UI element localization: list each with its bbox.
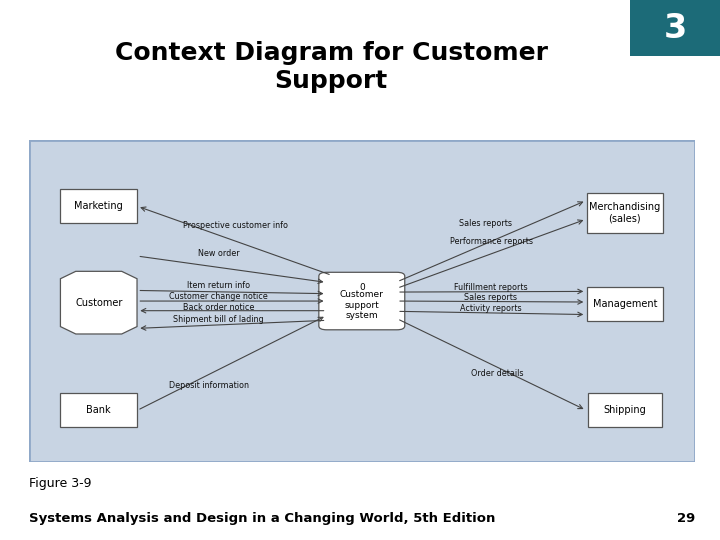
FancyBboxPatch shape xyxy=(630,0,720,56)
Text: Management: Management xyxy=(593,299,657,309)
Text: New order: New order xyxy=(198,249,240,258)
Text: Figure 3-9: Figure 3-9 xyxy=(29,477,91,490)
Text: 29: 29 xyxy=(677,511,695,524)
Polygon shape xyxy=(60,271,137,334)
Text: Context Diagram for Customer
Support: Context Diagram for Customer Support xyxy=(114,42,548,93)
Text: Performance reports: Performance reports xyxy=(450,237,534,246)
FancyBboxPatch shape xyxy=(319,272,405,330)
Text: Shipping: Shipping xyxy=(603,406,647,415)
Text: Deposit information: Deposit information xyxy=(168,381,248,390)
Bar xyxy=(587,287,663,321)
Bar xyxy=(587,193,663,233)
Text: Shipment bill of lading: Shipment bill of lading xyxy=(174,315,264,324)
Text: Fulfillment reports: Fulfillment reports xyxy=(454,283,527,292)
Text: Sales reports: Sales reports xyxy=(464,293,517,302)
Bar xyxy=(588,394,662,427)
Text: Back order notice: Back order notice xyxy=(183,303,254,312)
Text: Merchandising
(sales): Merchandising (sales) xyxy=(589,202,660,224)
Text: Prospective customer info: Prospective customer info xyxy=(183,221,288,230)
Text: Order details: Order details xyxy=(471,369,523,378)
Text: Item return info: Item return info xyxy=(187,281,250,291)
Text: Sales reports: Sales reports xyxy=(459,219,511,228)
Text: Activity reports: Activity reports xyxy=(459,303,521,313)
Text: 3: 3 xyxy=(663,11,687,45)
Text: Bank: Bank xyxy=(86,406,111,415)
Text: Customer change notice: Customer change notice xyxy=(169,292,268,301)
Bar xyxy=(60,394,137,427)
Bar xyxy=(60,190,137,223)
Text: Customer: Customer xyxy=(75,298,122,308)
Text: Customer
support
system: Customer support system xyxy=(340,290,384,320)
Text: Marketing: Marketing xyxy=(74,201,123,211)
Text: Systems Analysis and Design in a Changing World, 5th Edition: Systems Analysis and Design in a Changin… xyxy=(29,511,495,524)
Text: 0: 0 xyxy=(359,282,364,292)
